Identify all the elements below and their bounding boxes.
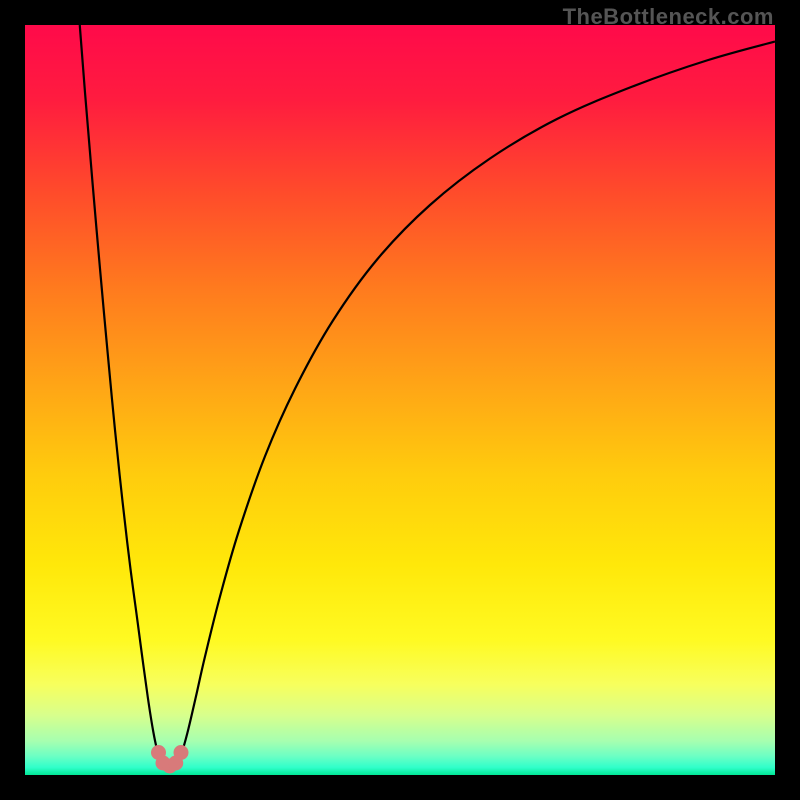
curve-layer [25,25,775,775]
marker-group [151,745,189,774]
marker-dot [174,745,189,760]
chart-frame: TheBottleneck.com [0,0,800,800]
curve-left-branch [80,25,160,759]
plot-area [25,25,775,775]
watermark-text: TheBottleneck.com [563,4,774,30]
curve-right-branch [180,42,776,759]
